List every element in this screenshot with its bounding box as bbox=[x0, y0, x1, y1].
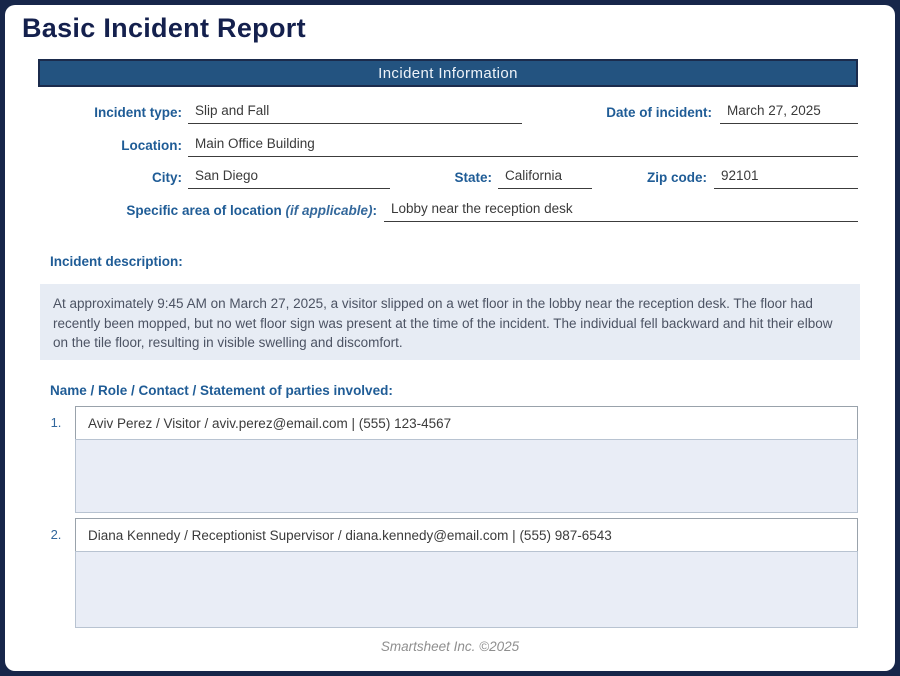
city-field[interactable]: San Diego bbox=[188, 168, 390, 189]
date-of-incident-field[interactable]: March 27, 2025 bbox=[720, 103, 858, 124]
parties-involved-label: Name / Role / Contact / Statement of par… bbox=[50, 383, 393, 398]
party-row-number: 1. bbox=[50, 415, 62, 430]
incident-description-text: At approximately 9:45 AM on March 27, 20… bbox=[53, 296, 833, 350]
party-2-contact-field[interactable]: Diana Kennedy / Receptionist Supervisor … bbox=[75, 518, 858, 552]
zip-code-label: Zip code: bbox=[647, 170, 707, 185]
page-title: Basic Incident Report bbox=[22, 13, 306, 43]
specific-area-label-colon: : bbox=[372, 203, 378, 218]
incident-type-field[interactable]: Slip and Fall bbox=[188, 103, 522, 124]
party-2-statement-field[interactable] bbox=[75, 551, 858, 628]
specific-area-label-main: Specific area of location bbox=[126, 203, 282, 218]
city-label: City: bbox=[152, 170, 182, 185]
zip-code-field[interactable]: 92101 bbox=[714, 168, 858, 189]
date-of-incident-label: Date of incident: bbox=[606, 105, 712, 120]
section-header-label: Incident Information bbox=[378, 64, 518, 82]
footer-credit: Smartsheet Inc. ©2025 bbox=[380, 639, 520, 654]
incident-description-label: Incident description: bbox=[50, 254, 183, 269]
specific-area-label-note: (if applicable) bbox=[285, 203, 373, 218]
incident-description-box[interactable]: At approximately 9:45 AM on March 27, 20… bbox=[40, 284, 860, 360]
state-field[interactable]: California bbox=[498, 168, 592, 189]
location-label: Location: bbox=[121, 138, 182, 153]
location-field[interactable]: Main Office Building bbox=[188, 136, 858, 157]
specific-area-label: Specific area of location (if applicable… bbox=[40, 203, 377, 223]
party-1-contact-field[interactable]: Aviv Perez / Visitor / aviv.perez@email.… bbox=[75, 406, 858, 440]
party-1-statement-field[interactable] bbox=[75, 439, 858, 513]
party-row-number: 2. bbox=[50, 527, 62, 542]
incident-type-label: Incident type: bbox=[94, 105, 182, 120]
state-label: State: bbox=[454, 170, 492, 185]
specific-area-field[interactable]: Lobby near the reception desk bbox=[384, 201, 858, 222]
section-header-bar: Incident Information bbox=[38, 59, 858, 87]
